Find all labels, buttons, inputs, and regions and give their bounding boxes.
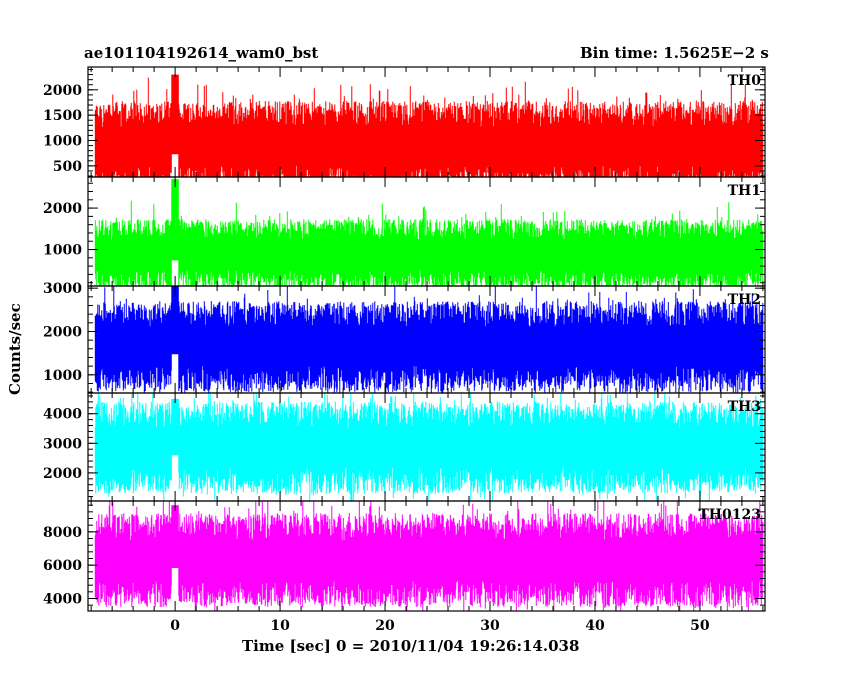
x-axis-label: Time [sec] 0 = 2010/11/04 19:26:14.038	[242, 637, 580, 655]
y-tick-label: 4000	[43, 407, 82, 423]
series-th2	[94, 286, 764, 393]
y-tick-label: 3000	[43, 281, 82, 297]
panel-label-th3: TH3	[728, 399, 761, 415]
y-tick-label: 2000	[43, 201, 82, 217]
y-tick-label: 1000	[43, 134, 82, 150]
y-tick-label: 2000	[43, 324, 82, 340]
x-tick-label: 40	[585, 618, 605, 634]
panel-label-th0123: TH0123	[698, 507, 761, 523]
x-tick-label: 30	[480, 618, 500, 634]
y-axis-label: Counts/sec	[6, 303, 24, 395]
y-tick-label: 2000	[43, 83, 82, 99]
y-axis-label-container: Counts/sec	[0, 0, 30, 680]
series-th3	[94, 393, 764, 501]
y-tick-label: 500	[53, 159, 82, 175]
y-tick-label: 1500	[43, 108, 82, 124]
y-tick-label: 6000	[43, 558, 82, 574]
y-tick-label: 8000	[43, 525, 82, 541]
panel-frame-th0123	[87, 500, 766, 612]
bin-time-label: Bin time: 1.5625E−2 s	[580, 44, 769, 62]
x-tick-label: 10	[270, 618, 290, 634]
series-th0	[94, 74, 764, 177]
x-tick-label: 0	[170, 618, 180, 634]
y-tick-label: 1000	[43, 368, 82, 384]
series-th1	[94, 179, 764, 286]
panel-label-th2: TH2	[728, 292, 761, 308]
y-tick-label: 1000	[43, 243, 82, 259]
x-tick-label: 50	[690, 618, 710, 634]
y-tick-label: 3000	[43, 436, 82, 452]
series-th0123	[94, 501, 764, 611]
y-tick-label: 2000	[43, 466, 82, 482]
x-tick-label: 20	[375, 618, 395, 634]
panel-label-th1: TH1	[728, 183, 761, 199]
y-tick-label: 4000	[43, 592, 82, 608]
chart-title: ae101104192614_wam0_bst	[84, 44, 319, 62]
panel-label-th0: TH0	[728, 73, 762, 89]
